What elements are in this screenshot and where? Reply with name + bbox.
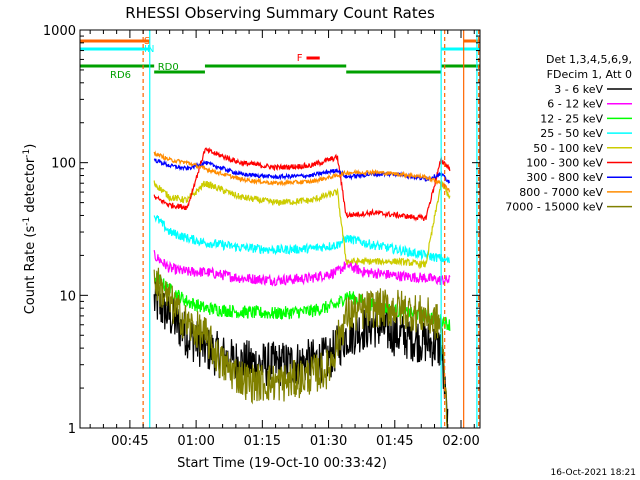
x-tick-label: 01:00 [177,434,214,449]
y-axis-label-sup1: -1 [22,217,32,226]
legend-label: 800 - 7000 keV [519,186,603,199]
legend-label: 300 - 800 keV [526,171,603,184]
legend-header-line-1: Det 1,3,4,5,6,9, [546,53,632,66]
chart-title: RHESSI Observing Summary Count Rates [125,4,435,22]
series-line [153,267,449,430]
series-line [153,180,451,270]
observing-flags: SINFRD0RD6 [80,36,480,81]
saa-flag-label: S [144,36,150,47]
plot-frame [79,29,481,429]
y-tick-label: 10 [59,289,76,304]
legend-label: 12 - 25 keV [540,112,603,125]
rd0-flag-label: RD0 [158,62,179,73]
x-tick-label: 01:45 [376,434,413,449]
series-line [153,150,451,193]
x-tick-label: 02:00 [442,434,479,449]
legend-label: 7000 - 15000 keV [505,201,603,214]
series-line [153,146,451,222]
x-tick-label: 01:30 [310,434,347,449]
y-tick-label: 1 [68,422,76,437]
x-tick-label: 01:15 [244,434,281,449]
y-axis-label-mid: detector [23,157,38,217]
legend-label: 3 - 6 keV [554,83,603,96]
legend-header-line-2: FDecim 1, Att 0 [547,68,632,81]
y-axis-label-end: ) [23,144,38,149]
event-markers [142,30,480,428]
y-axis-label: Count Rate (s-1 detector-1) [22,144,38,315]
y-axis-label-main: Count Rate (s [23,226,38,315]
x-tick-label: 00:45 [111,434,148,449]
axis-ticks: 00:45 01:00 01:15 01:30 01:45 02:00 1 10 100 1000 [43,24,480,449]
series-line [153,249,451,287]
count-rate-series [153,146,451,430]
legend-label: 25 - 50 keV [540,127,603,140]
flare-flag-label: F [297,53,303,64]
y-tick-label: 100 [51,157,76,172]
y-axis-label-sup2: -1 [22,149,32,158]
legend: Det 1,3,4,5,6,9, FDecim 1, Att 0 3 - 6 k… [505,53,632,214]
x-axis-label: Start Time (19-Oct-10 00:33:42) [177,456,387,471]
legend-label: 100 - 300 keV [526,157,603,170]
legend-label: 50 - 100 keV [533,142,603,155]
y-tick-label: 1000 [43,24,76,39]
plot-area: SINFRD0RD6 [80,30,480,430]
footer-timestamp: 16-Oct-2021 18:21 [551,468,636,478]
legend-label: 6 - 12 keV [547,98,603,111]
series-line [153,214,451,264]
rd6-flag-label: RD6 [110,70,131,81]
series-line [153,279,449,429]
